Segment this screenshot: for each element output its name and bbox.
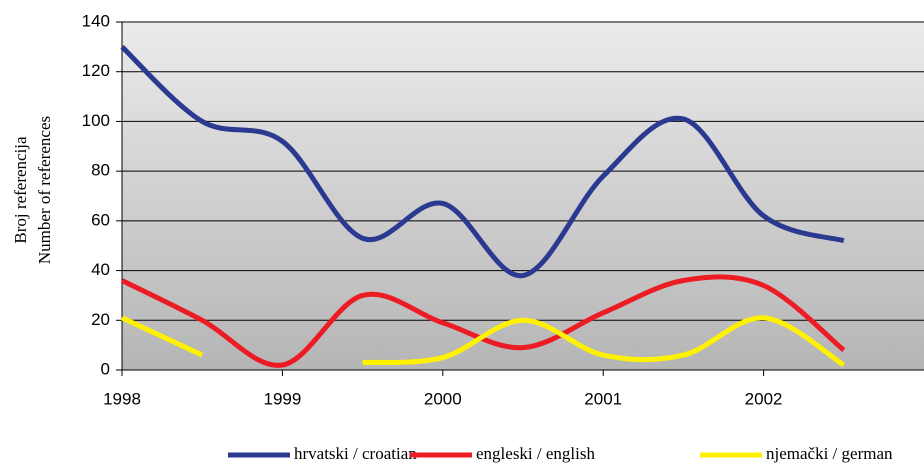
x-tick-label: 2001 (584, 389, 622, 408)
series-line (120, 315, 846, 368)
y-tick-label: 80 (91, 161, 110, 180)
y-tick-label: 20 (91, 310, 110, 329)
legend-label: hrvatski / croatian (294, 444, 417, 463)
x-tick-label: 1998 (103, 389, 141, 408)
x-tick-label: 2002 (745, 389, 783, 408)
legend-label: njemački / german (766, 444, 893, 463)
y-axis-label: Broj referencija (11, 136, 30, 244)
series-line (120, 45, 845, 279)
y-tick-label: 140 (82, 11, 110, 30)
x-tick-label: 1999 (263, 389, 301, 408)
y-tick-label: 40 (91, 260, 110, 279)
x-tick-label: 2000 (424, 389, 462, 408)
legend-label: engleski / english (476, 444, 595, 463)
y-axis-label: Number of references (35, 116, 54, 264)
y-tick-label: 0 (101, 359, 110, 378)
plot-area (122, 22, 924, 370)
y-tick-label: 100 (82, 111, 110, 130)
y-tick-label: 120 (82, 61, 110, 80)
y-tick-label: 60 (91, 210, 110, 229)
